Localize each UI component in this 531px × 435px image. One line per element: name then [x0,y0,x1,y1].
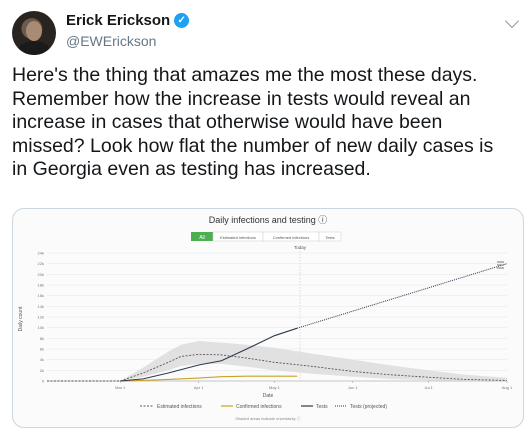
series-confirmed-infections [120,375,298,382]
x-tick-label: Apr 1 [194,385,204,390]
chevron-down-icon[interactable] [504,13,520,29]
x-tick-label: May 1 [269,385,281,390]
legend-label-tests[interactable]: Tests [316,404,328,410]
today-label: Today [294,245,307,250]
toggle-estimated-label: Estimated infections [220,235,256,240]
y-tick-label: 8k [40,336,44,341]
hamburger-menu-icon[interactable] [497,261,504,269]
y-axis: 0 2k 4k 6k 8k 10k 12k 14k 16k 18k 20k 22k 24k [38,251,507,384]
y-tick-label: 16k [38,293,44,298]
series-estimated-infections [47,353,508,382]
author-name[interactable]: Erick Erickson [66,12,171,29]
toggle-all-label: All [199,235,205,241]
series-tests-projected [297,263,508,329]
tweet-line: missed? Look how flat the number of new … [12,134,494,157]
x-tick-label: Mar 1 [115,385,126,390]
toggle-confirmed-label: Confirmed infections [273,235,309,240]
tweet-line: in Georgia even as testing has increased… [12,158,371,180]
y-tick-label: 10k [38,325,44,330]
uncertainty-band [47,341,507,381]
y-tick-label: 12k [38,315,44,320]
x-tick-label: Aug 1 [502,385,513,390]
y-tick-label: 2k [40,368,44,373]
tweet-line: increase in cases that otherwise would h… [12,111,443,133]
y-tick-label: 18k [38,283,44,288]
toggle-tests-button[interactable] [318,231,342,242]
x-axis: Mar 1 Apr 1 May 1 Jun 1 Jul 1 Aug 1 [47,380,513,390]
toggle-tests-label: Tests [325,235,334,240]
x-axis-label: Date [263,393,274,399]
series-toggle-group: All Estimated infections Confirmed infec… [191,231,342,242]
chart-title: Daily infections and testing ⓘ [209,215,328,225]
author-row: Erick Erickson ✓ [66,12,190,29]
tweet-line: Here's the thing that amazes me the most… [12,64,478,86]
legend-label-tests-projected[interactable]: Tests (projected) [350,404,387,410]
verified-badge-icon: ✓ [174,13,190,28]
series-tests [120,327,298,382]
y-tick-label: 0 [42,379,45,384]
toggle-all-button[interactable] [191,232,213,241]
tweet-text: Here's the thing that amazes me the most… [12,64,522,182]
chart-legend: Estimated infections Confirmed infection… [140,404,387,410]
avatar[interactable] [12,11,56,55]
y-tick-label: 22k [38,261,44,266]
chart-svg: Daily infections and testing ⓘ All Estim… [18,215,513,421]
x-tick-label: Jul 1 [424,385,433,390]
y-tick-label: 6k [40,347,44,352]
author-handle[interactable]: @EWErickson [66,33,157,49]
y-tick-label: 24k [38,251,44,256]
media-image-card[interactable]: Daily infections and testing ⓘ All Estim… [12,208,524,428]
avatar-face [26,21,42,41]
y-axis-label: Daily count [18,306,24,331]
y-tick-label: 14k [38,304,44,309]
x-tick-label: Jun 1 [348,385,359,390]
legend-label-confirmed[interactable]: Confirmed infections [236,404,282,410]
tweet-line: Remember how the increase in tests would… [12,87,471,110]
chart-footnote: Shaded areas indicate uncertainty ⓘ [235,415,301,421]
plot-area [47,263,508,382]
avatar-shirt [18,41,50,55]
y-tick-label: 20k [38,272,44,277]
legend-label-estimated[interactable]: Estimated infections [157,404,202,410]
y-tick-label: 4k [40,357,44,362]
